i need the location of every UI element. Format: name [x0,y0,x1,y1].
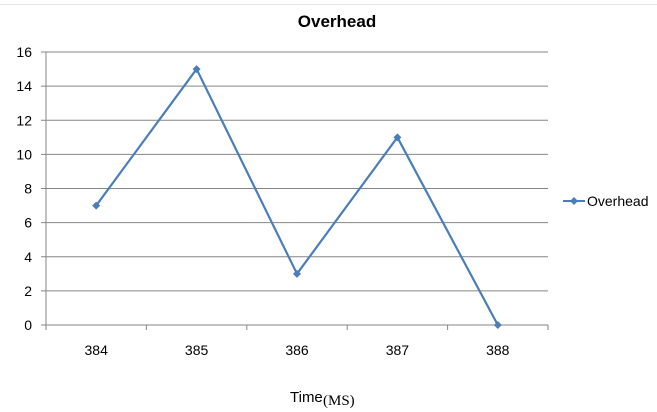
x-tick-label: 385 [185,342,209,358]
series-line [95,67,499,326]
x-tick-label: 388 [486,342,510,358]
y-tick-label: 8 [24,181,32,197]
top-divider [0,4,657,5]
chart-title: Overhead [298,12,376,31]
x-axis-unit: (MS) [323,393,355,409]
y-tick-label: 6 [24,215,32,231]
y-tick-label: 0 [24,317,32,333]
data-point-marker [92,201,101,210]
series-overhead [92,65,502,329]
x-tick-label: 384 [85,342,109,358]
y-tick-label: 2 [24,283,32,299]
y-axis-ticks: 0 2 4 6 8 10 12 14 16 [16,44,46,333]
legend-label: Overhead [587,193,648,209]
data-point-marker [293,269,301,278]
legend: Overhead [563,193,648,209]
legend-marker-icon [570,197,578,205]
y-tick-label: 4 [24,249,32,265]
x-axis-label: Time [290,389,323,406]
data-point-marker [393,133,402,142]
y-tick-label: 12 [16,112,32,128]
y-tick-label: 14 [16,78,32,94]
data-point-marker [493,321,502,329]
data-point-marker [192,65,201,74]
x-tick-label: 386 [285,342,309,358]
gridlines [46,51,548,292]
y-tick-label: 10 [16,146,32,162]
x-tick-label: 387 [386,342,410,358]
y-tick-label: 16 [16,44,32,60]
x-axis-ticks: 384 385 386 387 388 [45,325,549,358]
